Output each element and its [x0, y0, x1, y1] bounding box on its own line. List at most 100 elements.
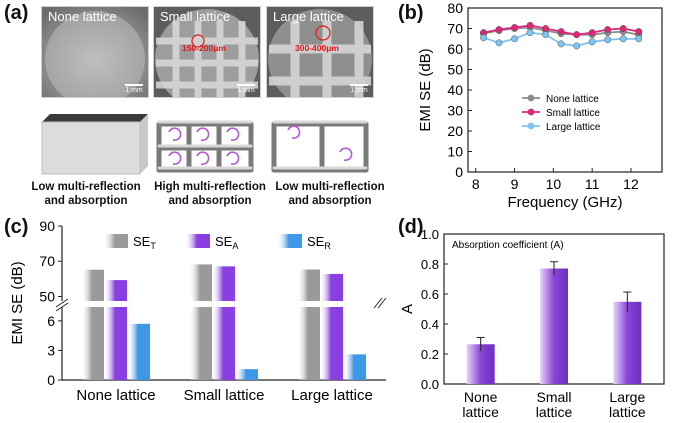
x-tick-label: 10 — [546, 176, 562, 192]
sem-image-large-lattice: Large lattice 300-400μm 1 mm — [266, 6, 374, 98]
data-point — [542, 31, 550, 39]
data-point — [495, 39, 503, 47]
bar — [105, 280, 127, 380]
data-point — [573, 31, 581, 39]
caption-line: and absorption — [288, 195, 372, 207]
axis-break-band — [54, 301, 384, 307]
y-tick-label: 70 — [39, 253, 55, 269]
x-tick-label: lattice — [536, 404, 573, 420]
legend-swatch — [104, 234, 128, 248]
bar — [344, 354, 366, 380]
scale-bar: 1 mm — [350, 84, 368, 94]
bar — [613, 301, 642, 384]
caption-large-lattice: Low multi-reflection and absorption — [266, 180, 394, 208]
x-tick-label: 9 — [511, 176, 519, 192]
data-point — [511, 24, 519, 31]
y-tick-label: 6 — [47, 313, 55, 329]
legend-label: SET — [133, 234, 156, 251]
data-point — [573, 42, 581, 50]
emi-se-components-bar-chart: 0 3 6 50 70 90 EMI SE (dB) None lattice Small la… — [9, 218, 387, 404]
x-tick-label: Large — [609, 389, 645, 405]
axis-break-mark — [55, 298, 69, 308]
legend-label: None lattice — [546, 94, 599, 105]
bar — [190, 264, 212, 380]
sem-title: Large lattice — [273, 9, 344, 24]
y-tick-label: 40 — [447, 82, 463, 98]
data-point — [557, 28, 565, 36]
y-axis-label: A — [399, 304, 416, 314]
data-point — [619, 25, 627, 32]
y-tick-label: 70 — [447, 21, 463, 37]
caption-line: Low multi-reflection — [31, 181, 141, 193]
data-point — [557, 40, 565, 48]
y-tick-label: 60 — [447, 41, 463, 57]
y-tick-label: 20 — [447, 123, 463, 139]
sem-texture — [42, 7, 148, 97]
y-tick-label: 50 — [447, 62, 463, 78]
axis-break-mark — [373, 297, 383, 309]
bar — [128, 323, 150, 380]
x-tick-label: 8 — [472, 176, 480, 192]
legend-label: SEA — [215, 234, 238, 251]
y-axis-label: EMI SE (dB) — [417, 48, 434, 131]
bar — [298, 269, 320, 380]
y-tick-label: 30 — [447, 103, 463, 119]
data-point — [526, 29, 534, 37]
panel-d-label: (d) — [398, 216, 424, 238]
bar — [236, 369, 258, 380]
caption-line: and absorption — [44, 195, 128, 207]
pore-size-note: 150-200μm — [182, 43, 226, 53]
sem-title: None lattice — [48, 9, 117, 24]
model-none-lattice — [41, 114, 148, 175]
legend-marker — [527, 122, 535, 130]
sem-texture — [267, 7, 373, 97]
y-tick-label: 0.2 — [421, 347, 439, 362]
data-point — [635, 35, 643, 43]
data-point — [604, 36, 612, 44]
data-point — [480, 34, 487, 42]
data-point — [588, 38, 596, 46]
legend-label: SER — [307, 234, 331, 251]
legend-label: Large lattice — [546, 122, 601, 133]
panel-b-label: (b) — [398, 2, 424, 24]
caption-line: and absorption — [168, 195, 252, 207]
y-tick-label: 0 — [47, 372, 55, 388]
axis-break-mark — [377, 297, 387, 309]
x-tick-label: Small lattice — [184, 387, 265, 404]
y-tick-label: 3 — [47, 342, 55, 358]
sem-image-small-lattice: Small lattice 150-200μm 1 mm — [153, 6, 261, 98]
y-tick-label: 50 — [39, 288, 55, 304]
x-tick-label: lattice — [462, 404, 499, 420]
caption-small-lattice: High multi-reflection and absorption — [145, 180, 275, 208]
data-point — [635, 28, 643, 36]
y-tick-label: 0.6 — [421, 287, 439, 302]
data-point — [604, 26, 612, 33]
panel-a-label: (a) — [4, 2, 29, 24]
legend-marker — [527, 108, 535, 116]
annotation: Absorption coefficient (A) — [452, 240, 564, 251]
legend-label: Small lattice — [546, 108, 600, 119]
y-tick-label: 1.0 — [421, 227, 439, 242]
model-large-lattice — [271, 120, 369, 173]
bar — [540, 268, 568, 384]
x-tick-label: Large lattice — [291, 387, 373, 404]
bar — [321, 273, 343, 380]
data-point — [526, 21, 534, 29]
y-tick-label: 0.4 — [421, 317, 439, 332]
data-point — [511, 35, 519, 43]
y-tick-label: 0 — [455, 164, 463, 180]
panel-c-label: (c) — [4, 216, 29, 238]
y-tick-label: 80 — [447, 0, 463, 16]
x-tick-label: 12 — [623, 176, 639, 192]
absorption-coefficient-bar-chart: 0.0 0.2 0.4 0.6 0.8 1.0 A Absorption coefficien… — [399, 227, 665, 420]
x-tick-label: lattice — [609, 404, 646, 420]
data-point — [495, 26, 503, 33]
legend-swatch — [186, 234, 210, 248]
x-tick-label: None — [464, 389, 498, 405]
bar — [213, 266, 235, 380]
scale-bar: 1 mm — [125, 84, 143, 94]
bar — [82, 269, 104, 380]
caption-line: High multi-reflection — [154, 181, 266, 193]
x-tick-label: None lattice — [76, 387, 155, 404]
data-point — [588, 29, 596, 37]
